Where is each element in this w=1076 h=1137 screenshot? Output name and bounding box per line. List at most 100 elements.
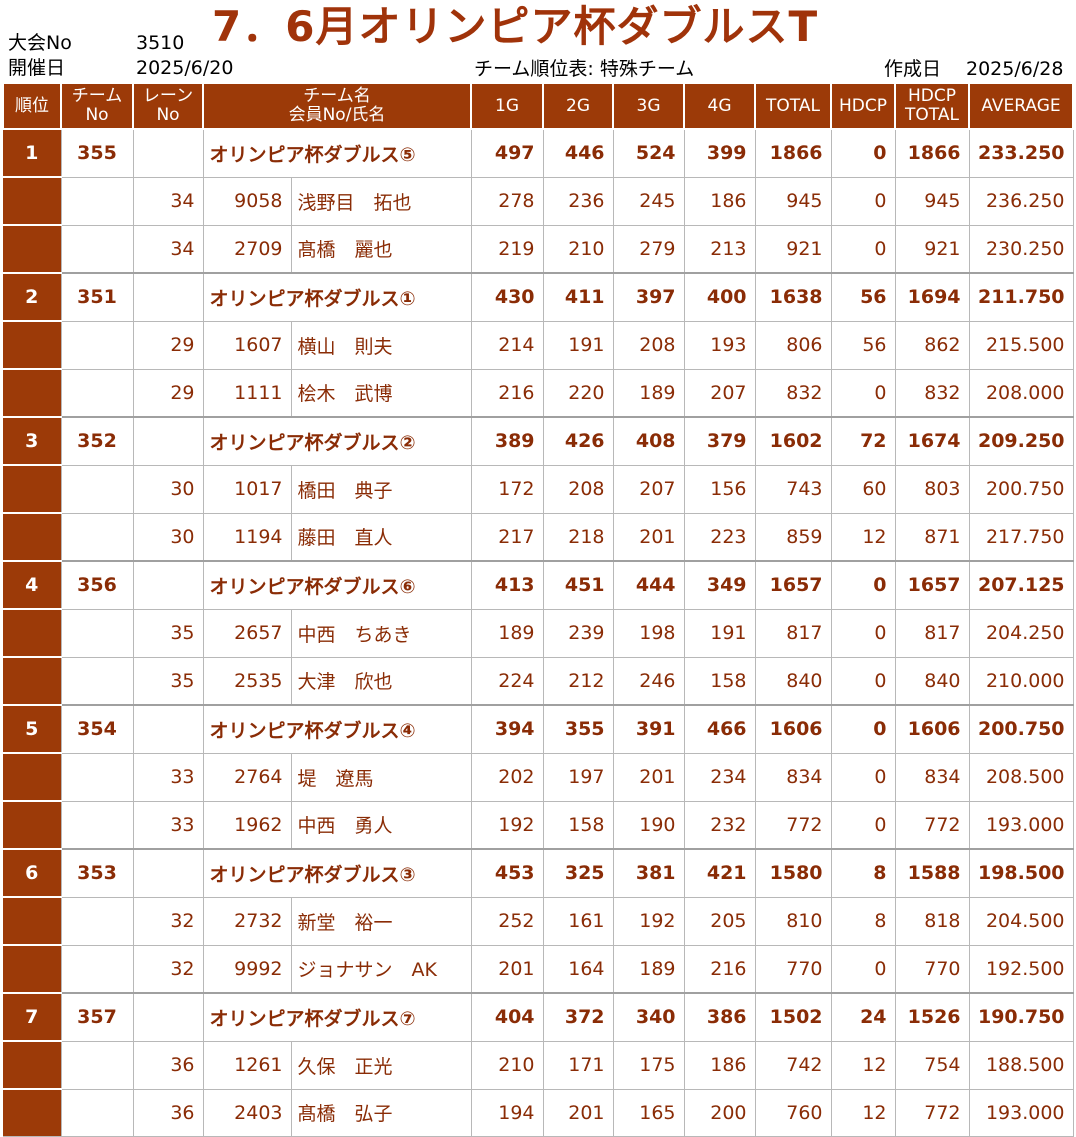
lane-cell: 32 bbox=[132, 944, 204, 994]
team-no-cell: 355 bbox=[60, 128, 134, 178]
game2-cell: 201 bbox=[542, 1088, 614, 1137]
lane-cell bbox=[132, 128, 204, 178]
rank-cell bbox=[3, 608, 62, 658]
created-label: 作成日 bbox=[884, 58, 942, 80]
member-row: 36 2403 髙橋 弘子 194 201 165 200 760 12 772 193.000 bbox=[3, 1088, 1074, 1137]
member-row: 30 1017 橋田 典子 172 208 207 156 743 60 803 200.750 bbox=[3, 464, 1074, 514]
game1-cell: 389 bbox=[470, 416, 544, 466]
game4-cell: 379 bbox=[683, 416, 756, 466]
game1-cell: 497 bbox=[470, 128, 544, 178]
team-no-cell: 354 bbox=[60, 704, 134, 754]
game4-cell: 191 bbox=[683, 608, 756, 658]
average-cell: 190.750 bbox=[968, 992, 1074, 1042]
average-cell: 215.500 bbox=[968, 320, 1074, 370]
total-cell: 742 bbox=[754, 1040, 832, 1090]
col-name: チーム名 会員No/氏名 bbox=[201, 82, 473, 130]
team-name-cell: オリンピア杯ダブルス② bbox=[202, 416, 472, 466]
event-date: 2025/6/20 bbox=[136, 57, 234, 79]
hdcp-cell: 60 bbox=[830, 464, 896, 514]
tournament-no: 3510 bbox=[136, 32, 185, 54]
member-row: 35 2657 中西 ちあき 189 239 198 191 817 0 817 204.250 bbox=[3, 608, 1074, 658]
rank-cell: 7 bbox=[3, 992, 62, 1042]
game1-cell: 453 bbox=[470, 848, 544, 898]
member-no-cell: 1962 bbox=[202, 800, 292, 850]
game3-cell: 524 bbox=[612, 128, 685, 178]
hdcp-cell: 0 bbox=[830, 656, 896, 706]
hdcp-cell: 0 bbox=[830, 224, 896, 274]
lane-cell: 29 bbox=[132, 320, 204, 370]
game4-cell: 223 bbox=[683, 512, 756, 562]
game1-cell: 394 bbox=[470, 704, 544, 754]
game4-cell: 216 bbox=[683, 944, 756, 994]
total-cell: 1657 bbox=[754, 560, 832, 610]
rank-cell: 1 bbox=[3, 128, 62, 178]
game3-cell: 381 bbox=[612, 848, 685, 898]
player-name-cell: 髙橋 麗也 bbox=[290, 224, 472, 274]
rank-cell bbox=[3, 1088, 62, 1137]
game2-cell: 372 bbox=[542, 992, 614, 1042]
member-no-cell: 9058 bbox=[202, 176, 292, 226]
rank-cell: 4 bbox=[3, 560, 62, 610]
team-no-cell bbox=[60, 1040, 134, 1090]
rank-cell: 6 bbox=[3, 848, 62, 898]
game4-cell: 156 bbox=[683, 464, 756, 514]
total-cell: 1606 bbox=[754, 704, 832, 754]
team-no-cell bbox=[60, 944, 134, 994]
game2-cell: 411 bbox=[542, 272, 614, 322]
total-cell: 1602 bbox=[754, 416, 832, 466]
lane-cell: 30 bbox=[132, 512, 204, 562]
lane-cell: 34 bbox=[132, 176, 204, 226]
average-cell: 192.500 bbox=[968, 944, 1074, 994]
member-no-cell: 2709 bbox=[202, 224, 292, 274]
team-no-cell: 357 bbox=[60, 992, 134, 1042]
member-no-cell: 2657 bbox=[202, 608, 292, 658]
total-cell: 945 bbox=[754, 176, 832, 226]
lane-cell: 36 bbox=[132, 1088, 204, 1137]
rank-cell bbox=[3, 512, 62, 562]
hdcp-total-cell: 1694 bbox=[894, 272, 970, 322]
average-cell: 209.250 bbox=[968, 416, 1074, 466]
team-row: 4 356 オリンピア杯ダブルス⑥ 413 451 444 349 1657 0 1657 207.… bbox=[3, 560, 1074, 610]
col-hdcp-total: HDCP TOTAL bbox=[894, 82, 971, 130]
hdcp-total-cell: 1866 bbox=[894, 128, 970, 178]
player-name-cell: 藤田 直人 bbox=[290, 512, 472, 562]
total-cell: 770 bbox=[754, 944, 832, 994]
game3-cell: 279 bbox=[612, 224, 685, 274]
hdcp-total-cell: 803 bbox=[894, 464, 970, 514]
game4-cell: 193 bbox=[683, 320, 756, 370]
hdcp-cell: 0 bbox=[830, 704, 896, 754]
member-row: 36 1261 久保 正光 210 171 175 186 742 12 754 188.500 bbox=[3, 1040, 1074, 1090]
game4-cell: 349 bbox=[683, 560, 756, 610]
hdcp-cell: 0 bbox=[830, 800, 896, 850]
member-no-cell: 1017 bbox=[202, 464, 292, 514]
game3-cell: 165 bbox=[612, 1088, 685, 1137]
game2-cell: 197 bbox=[542, 752, 614, 802]
lane-cell bbox=[132, 416, 204, 466]
tournament-no-label: 大会No bbox=[8, 32, 72, 54]
game1-cell: 430 bbox=[470, 272, 544, 322]
member-no-cell: 2764 bbox=[202, 752, 292, 802]
team-no-cell bbox=[60, 1088, 134, 1137]
game1-cell: 219 bbox=[470, 224, 544, 274]
game2-cell: 158 bbox=[542, 800, 614, 850]
team-no-cell: 352 bbox=[60, 416, 134, 466]
average-cell: 200.750 bbox=[968, 704, 1074, 754]
average-cell: 200.750 bbox=[968, 464, 1074, 514]
hdcp-total-cell: 818 bbox=[894, 896, 970, 946]
hdcp-cell: 12 bbox=[830, 1088, 896, 1137]
player-name-cell: 中西 勇人 bbox=[290, 800, 472, 850]
game4-cell: 232 bbox=[683, 800, 756, 850]
game2-cell: 220 bbox=[542, 368, 614, 418]
hdcp-total-cell: 817 bbox=[894, 608, 970, 658]
member-no-cell: 1194 bbox=[202, 512, 292, 562]
member-row: 32 2732 新堂 裕一 252 161 192 205 810 8 818 204.500 bbox=[3, 896, 1074, 946]
team-name-cell: オリンピア杯ダブルス⑤ bbox=[202, 128, 472, 178]
hdcp-total-cell: 1606 bbox=[894, 704, 970, 754]
hdcp-total-cell: 772 bbox=[894, 800, 970, 850]
game2-cell: 208 bbox=[542, 464, 614, 514]
game1-cell: 404 bbox=[470, 992, 544, 1042]
game2-cell: 446 bbox=[542, 128, 614, 178]
team-no-cell bbox=[60, 176, 134, 226]
average-cell: 233.250 bbox=[968, 128, 1074, 178]
team-name-cell: オリンピア杯ダブルス① bbox=[202, 272, 472, 322]
